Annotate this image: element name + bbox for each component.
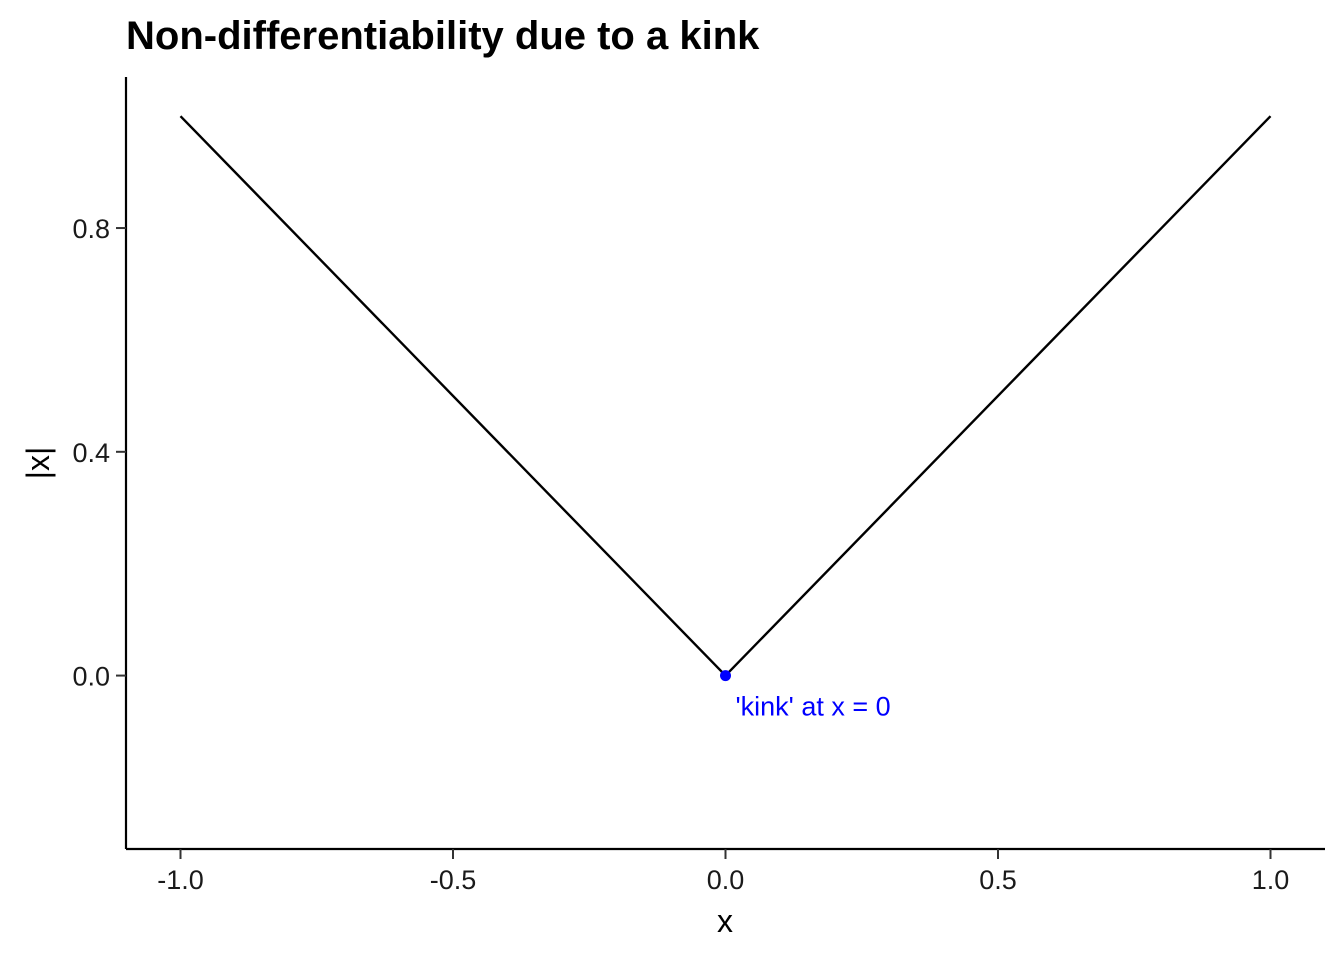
x-tick-label: 0.0 <box>707 865 745 895</box>
y-tick-label: 0.4 <box>72 438 110 468</box>
x-axis-title: x <box>717 903 733 939</box>
kink-point <box>720 670 731 682</box>
x-axis-ticks: -1.0 -0.5 0.0 0.5 1.0 <box>157 849 1289 895</box>
x-tick-label: -0.5 <box>430 865 477 895</box>
y-tick-label: 0.0 <box>72 662 110 692</box>
x-tick-label: 1.0 <box>1252 865 1290 895</box>
x-tick-label: 0.5 <box>979 865 1017 895</box>
chart-title: Non-differentiability due to a kink <box>126 14 760 58</box>
y-axis-title: |x| <box>20 447 56 480</box>
plot-area: 'kink' at x = 0 <box>179 115 1272 722</box>
y-tick-label: 0.8 <box>72 214 110 244</box>
kink-annotation: 'kink' at x = 0 <box>736 692 891 722</box>
x-tick-label: -1.0 <box>157 865 204 895</box>
y-axis-ticks: 0.0 0.4 0.8 <box>72 214 126 692</box>
